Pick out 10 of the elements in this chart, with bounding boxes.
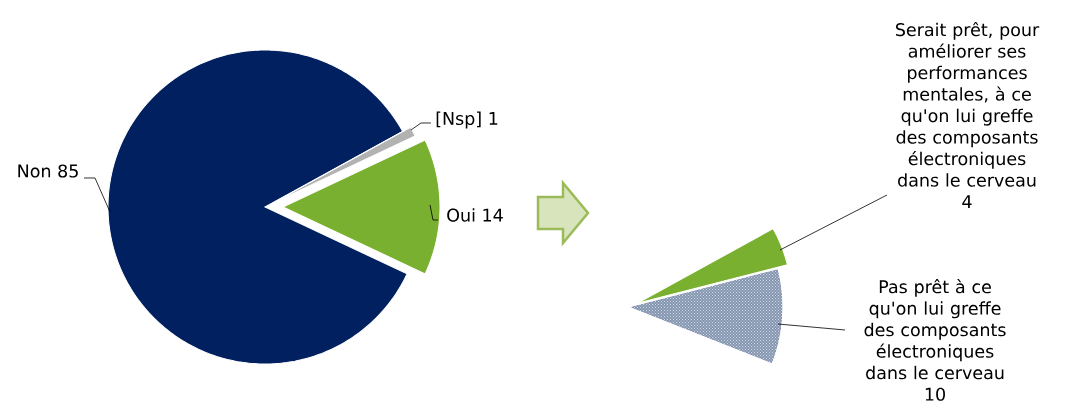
data-label: 85 (58, 164, 78, 178)
slice-label: Serait prêt, pour améliorer ses performances mentales, à ce qu'on lui greffe des composants électroniques dans le cerveau (895, 21, 1040, 187)
data-label: 4 (962, 195, 972, 208)
data-label: 14 (483, 208, 503, 222)
slice-label: Oui (447, 208, 475, 222)
data-label: 1 (489, 112, 498, 125)
slice-label: [Nsp] (436, 111, 481, 129)
data-label: 10 (925, 387, 945, 401)
slice-label: Non (18, 164, 51, 178)
slice-label: Pas prêt à ce qu'on lui greffe des composants électroniques dans le cerveau (864, 279, 1006, 380)
